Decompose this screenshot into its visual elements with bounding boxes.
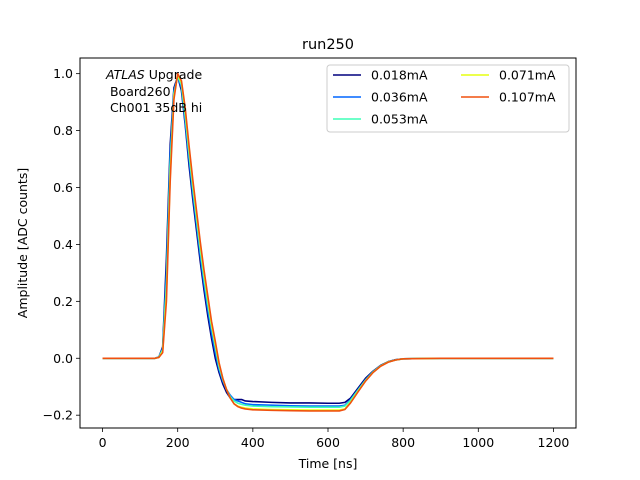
y-tick-label: 1.0 — [53, 66, 73, 81]
x-tick-label: 800 — [391, 435, 415, 450]
series-line-4 — [102, 72, 554, 412]
y-tick-label: 0.0 — [53, 351, 73, 366]
legend-label: 0.071mA — [499, 68, 556, 83]
x-axis-ticks: 0 200 400 600 800 1000 1200 — [99, 428, 570, 450]
plot-lines — [102, 72, 554, 412]
legend: 0.018mA 0.036mA 0.053mA 0.071mA 0.107mA — [326, 64, 570, 133]
x-axis-label: Time [ns] — [298, 456, 358, 471]
y-axis-ticks: −0.2 0.0 0.2 0.4 0.6 0.8 1.0 — [43, 66, 80, 423]
legend-label: 0.107mA — [499, 90, 556, 105]
y-tick-label: 0.8 — [53, 123, 73, 138]
y-tick-label: 0.4 — [53, 237, 73, 252]
legend-label: 0.018mA — [371, 68, 428, 83]
x-tick-label: 1200 — [538, 435, 570, 450]
x-tick-label: 200 — [166, 435, 190, 450]
annotation-line-2: Board260 — [106, 84, 171, 99]
x-tick-label: 1000 — [462, 435, 494, 450]
x-tick-label: 400 — [241, 435, 265, 450]
x-tick-label: 0 — [99, 435, 107, 450]
x-tick-label: 600 — [316, 435, 340, 450]
y-tick-label: 0.6 — [53, 180, 73, 195]
annotation-upgrade: Upgrade — [145, 67, 203, 82]
legend-label: 0.053mA — [371, 112, 428, 127]
legend-box — [326, 64, 570, 133]
annotation-line-1: ATLAS Upgrade — [105, 67, 202, 82]
chart-title: run250 — [302, 37, 354, 53]
y-tick-label: 0.2 — [53, 294, 73, 309]
y-axis-label: Amplitude [ADC counts] — [15, 168, 30, 318]
legend-label: 0.036mA — [371, 90, 428, 105]
atlas-annotation: ATLAS Upgrade Board260 Ch001 35dB hi — [105, 67, 202, 115]
annotation-atlas: ATLAS — [105, 67, 145, 82]
annotation-line-3: Ch001 35dB hi — [106, 100, 202, 115]
y-tick-label: −0.2 — [43, 408, 73, 423]
